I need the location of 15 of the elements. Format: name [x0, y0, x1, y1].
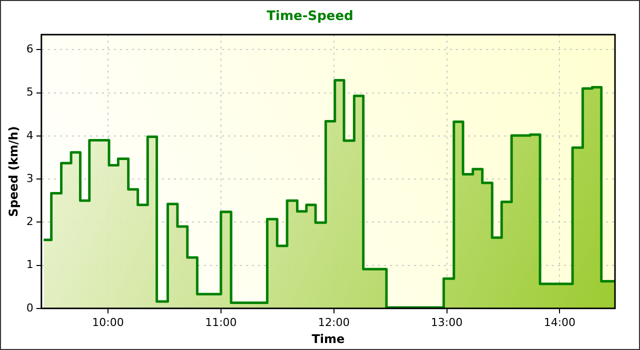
- x-tick-label: 10:00: [92, 316, 124, 329]
- y-tick-label: 1: [26, 258, 34, 272]
- x-axis-title: Time: [312, 332, 345, 346]
- y-tick-label: 5: [26, 86, 34, 99]
- y-tick-label: 0: [26, 301, 34, 314]
- chart-title: Time-Speed: [266, 9, 354, 24]
- x-tick-label: 12:00: [318, 316, 350, 329]
- y-tick-label: 3: [26, 172, 34, 185]
- x-tick-label: 11:00: [205, 316, 237, 329]
- x-tick-label: 14:00: [544, 316, 576, 329]
- y-tick-label: 4: [26, 128, 34, 142]
- y-axis-title: Speed (km/h): [6, 126, 20, 217]
- y-tick-label: 6: [26, 42, 34, 56]
- x-tick-label: 13:00: [430, 316, 463, 329]
- y-tick-label: 2: [26, 215, 34, 228]
